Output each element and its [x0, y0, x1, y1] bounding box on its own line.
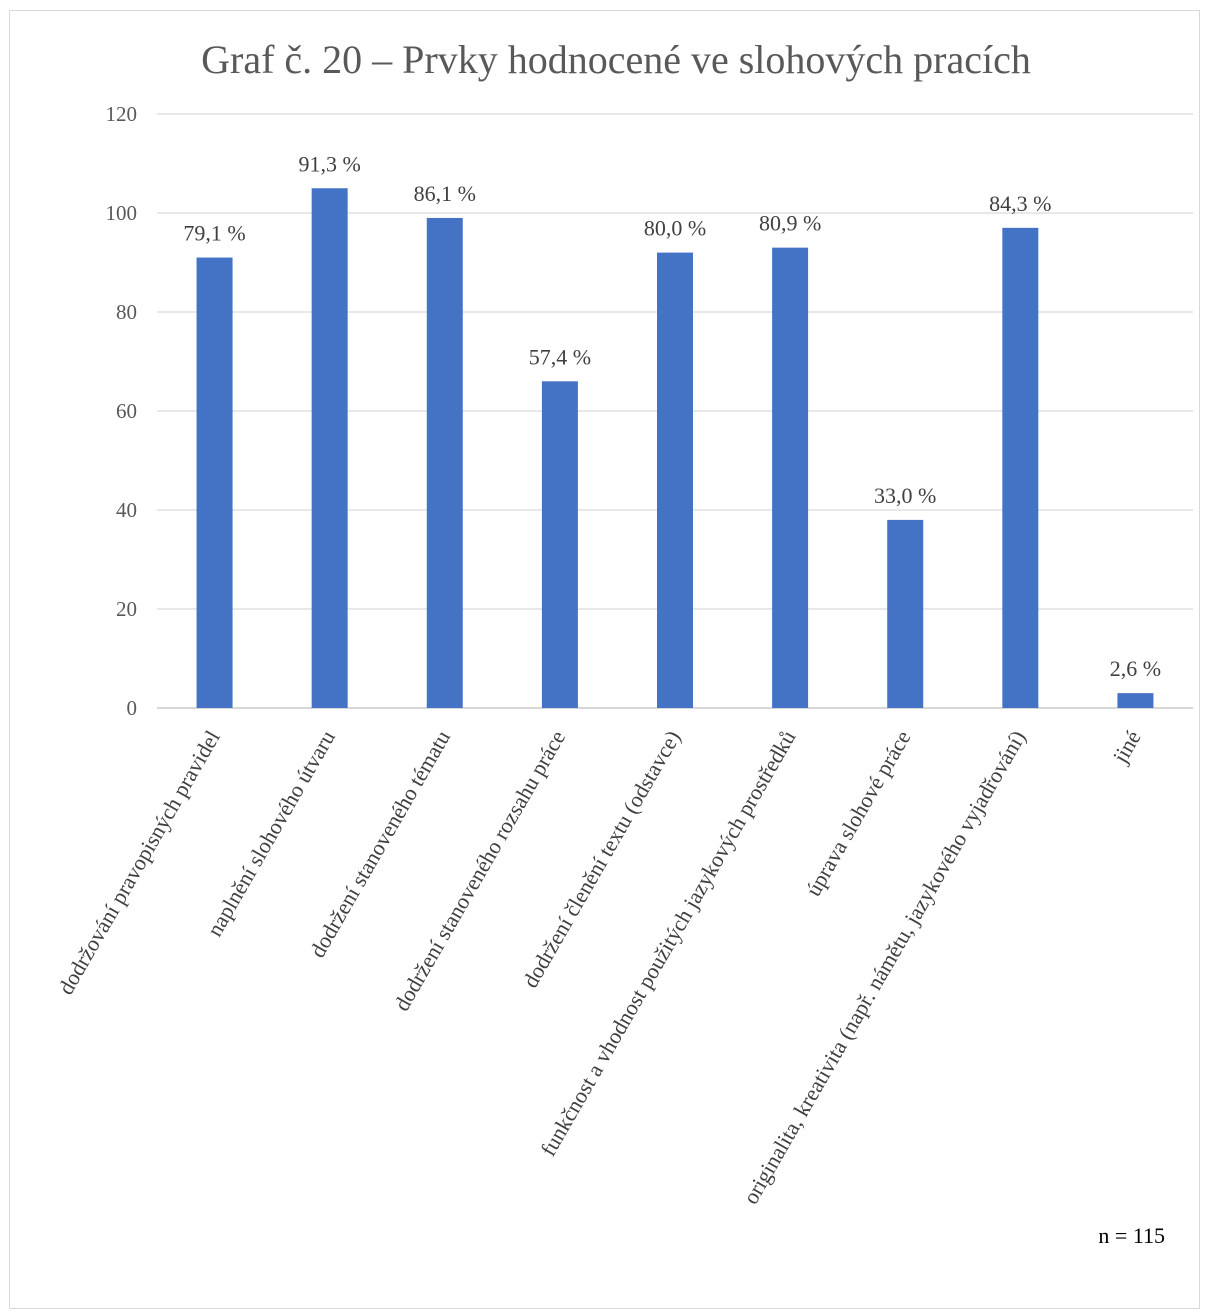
- y-tick-label: 120: [106, 102, 138, 126]
- bar: [887, 519, 924, 708]
- data-label: 33,0 %: [874, 483, 936, 508]
- bars: [196, 188, 1154, 708]
- bar: [311, 188, 348, 708]
- y-tick-label: 100: [106, 201, 138, 225]
- bar: [196, 257, 233, 708]
- data-label: 80,9 %: [759, 211, 821, 236]
- data-labels: 79,1 % 91,3 % 86,1 % 57,4 % 80,0 % 80,9 % 33,0…: [183, 151, 1161, 681]
- y-tick-label: 0: [127, 696, 138, 720]
- y-tick-label: 20: [116, 597, 137, 621]
- chart-title: Graf č. 20 – Prvky hodnocené ve slohovýc…: [201, 37, 1031, 82]
- category-label: jiné: [1107, 726, 1146, 768]
- data-label: 86,1 %: [414, 181, 476, 206]
- category-label: funkčnost a vhodnost použitých jazykovýc…: [535, 726, 800, 1160]
- data-label: 57,4 %: [529, 344, 591, 369]
- sample-size-note: n = 115: [1098, 1223, 1165, 1248]
- data-label: 91,3 %: [299, 151, 361, 176]
- y-tick-label: 80: [116, 300, 137, 324]
- bar: [1117, 693, 1154, 708]
- data-label: 84,3 %: [989, 191, 1051, 216]
- data-label: 79,1 %: [183, 221, 245, 246]
- bar: [1002, 227, 1039, 708]
- data-label: 2,6 %: [1110, 656, 1161, 681]
- category-label: originalita, kreativita (např. námětu, j…: [738, 726, 1031, 1208]
- category-label: úprava slohové práce: [800, 726, 915, 900]
- bar: [657, 252, 693, 708]
- y-tick-label: 40: [116, 498, 137, 522]
- y-tick-label: 60: [116, 399, 137, 423]
- category-label: dodržování pravopisných pravidel: [53, 726, 225, 999]
- data-label: 80,0 %: [644, 216, 706, 241]
- category-labels: dodržování pravopisných pravidelnaplnění…: [53, 726, 1146, 1208]
- bar: [426, 217, 463, 708]
- bar: [772, 247, 809, 708]
- y-axis-ticks: 0 20 40 60 80 100 120: [106, 102, 138, 720]
- category-label: naplnění slohového útvaru: [202, 726, 340, 941]
- bar: [541, 381, 578, 708]
